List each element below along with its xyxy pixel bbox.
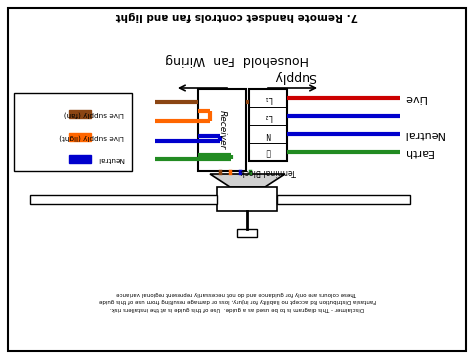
Text: L₂: L₂ [264, 112, 273, 121]
Bar [69, 155, 91, 163]
Bar [198, 89, 246, 171]
Bar [237, 229, 257, 237]
Bar [30, 195, 218, 204]
Text: Terminal Block: Terminal Block [240, 167, 296, 176]
Bar [249, 89, 287, 161]
Text: Disclaimer - This diagram is to be used as a guide.  Use of this guide is at the: Disclaimer - This diagram is to be used … [99, 291, 375, 311]
Text: Live: Live [403, 93, 426, 103]
Bar [14, 93, 132, 171]
Text: Live supply (light): Live supply (light) [59, 134, 124, 140]
Text: Earth: Earth [403, 147, 433, 157]
Polygon shape [210, 174, 285, 187]
Text: L₁: L₁ [264, 93, 273, 103]
Text: Household  Fan  Wiring: Household Fan Wiring [165, 53, 309, 66]
Text: N: N [266, 130, 270, 139]
Text: Supply: Supply [274, 70, 316, 83]
Text: Live supply (fan): Live supply (fan) [64, 111, 124, 117]
Bar [69, 110, 91, 118]
Bar [277, 195, 410, 204]
Text: Receiver: Receiver [218, 110, 227, 150]
Text: Neutral: Neutral [403, 129, 444, 139]
Text: 7. Remote handset controls fan and light: 7. Remote handset controls fan and light [116, 11, 358, 21]
Text: Neutral: Neutral [97, 156, 124, 162]
Text: ⏚: ⏚ [266, 148, 270, 157]
Bar [69, 133, 91, 141]
Bar [218, 187, 277, 211]
